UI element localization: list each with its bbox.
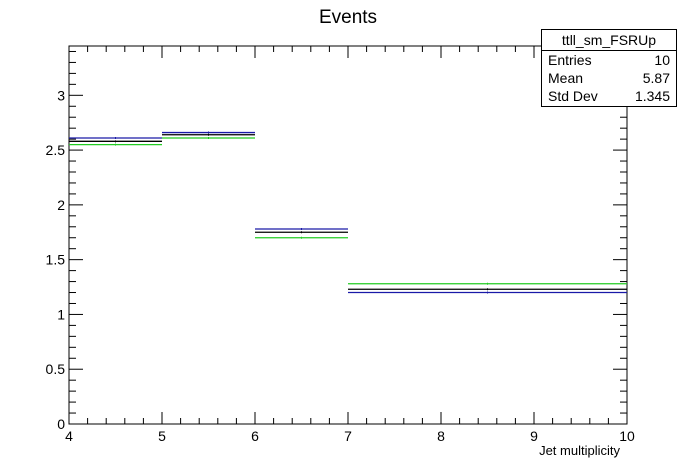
y-tick-label: 1 (57, 306, 65, 322)
histogram-series (69, 131, 627, 294)
x-tick-label: 6 (251, 428, 259, 444)
x-tick-label: 10 (619, 428, 635, 444)
x-tick-label: 5 (158, 428, 166, 444)
y-tick-label: 0 (57, 416, 65, 432)
stats-value: 5.87 (642, 70, 670, 86)
axes: 4 5 6 7 8 9 10 0 0.5 1 1.5 2 2.5 3 (46, 46, 635, 444)
y-tick-label: 0.5 (46, 361, 66, 377)
y-tick-label: 1.5 (46, 252, 66, 268)
x-tick-label: 8 (437, 428, 445, 444)
stats-row-stddev: Std Dev 1.345 (542, 87, 676, 105)
y-tick-label: 2.5 (46, 142, 66, 158)
stats-value: 10 (654, 52, 670, 68)
stats-row-entries: Entries 10 (542, 51, 676, 69)
x-tick-label: 4 (65, 428, 73, 444)
x-axis-title: Jet multiplicity (539, 443, 620, 458)
y-tick-label: 3 (57, 87, 65, 103)
stats-row-mean: Mean 5.87 (542, 69, 676, 87)
chart-title: Events (319, 7, 377, 28)
stats-label: Std Dev (548, 88, 598, 104)
stats-label: Mean (548, 70, 584, 86)
x-tick-label: 9 (530, 428, 538, 444)
stats-label: Entries (548, 52, 592, 68)
y-tick-label: 2 (57, 197, 65, 213)
x-tick-label: 7 (344, 428, 352, 444)
stats-box: ttll_sm_FSRUp Entries 10 Mean 5.87 Std D… (541, 29, 677, 107)
stats-title: ttll_sm_FSRUp (542, 30, 676, 51)
stats-value: 1.345 (634, 88, 670, 104)
